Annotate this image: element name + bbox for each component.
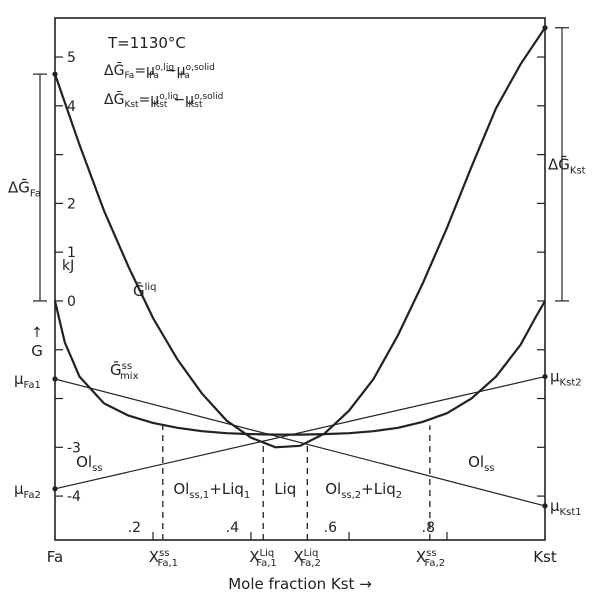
axis-ticks [55, 56, 545, 540]
plot-frame [54, 17, 546, 541]
bottom-tick-label: .2 [128, 520, 141, 536]
end-point-dot [542, 25, 548, 31]
delta-g-fa-bracket-label: ΔḠFa [8, 179, 41, 200]
x-end-label-fa: Fa [47, 548, 63, 566]
end-point-dot [542, 373, 548, 380]
composition-label: Xss Fa,1 [149, 548, 178, 569]
delta-g-kst-bracket-label: ΔḠKst [548, 155, 586, 176]
end-point-dot [52, 376, 58, 382]
bottom-tick-label: .4 [226, 520, 239, 536]
bottom-tick-label: .8 [422, 520, 435, 536]
region-label: Olss [468, 453, 494, 474]
bottom-tick-label: .6 [324, 520, 337, 536]
region-label: Olss,1+Liq1 [173, 480, 250, 501]
mu-kst2-label: μKst2 [550, 368, 582, 389]
left-tick-label: 5 [67, 50, 76, 66]
left-tick-label: -4 [67, 489, 81, 505]
y-axis-arrow: ↑ [31, 325, 43, 341]
label-g-ss-mix: Ḡss mix [110, 361, 139, 382]
region-label: Liq [274, 480, 296, 498]
equation-delta-g-fa: ΔḠFa=μo,liq Fa −μo,solid Fa [104, 62, 215, 81]
end-point-dot [542, 503, 548, 509]
end-point-dot [52, 71, 58, 77]
left-tick-label: 2 [67, 196, 76, 212]
end-point-dot [52, 486, 58, 492]
left-tick-label: 4 [67, 99, 76, 115]
y-unit-label: kJ [62, 258, 74, 274]
mu-kst1-label: μKst1 [550, 497, 582, 518]
left-tick-label: 1 [67, 245, 76, 261]
x-end-label-kst: Kst [533, 548, 557, 566]
equation-delta-g-kst: ΔḠKst=μo,liq Kst −μo,solid Kst [104, 91, 223, 110]
mu-fa2-label: μFa2 [14, 480, 41, 501]
plot-border [54, 17, 546, 541]
label-g-liq: Ḡliq [133, 282, 157, 300]
x-axis-title: Mole fraction Kst → [228, 575, 372, 593]
temperature-label: T=1130°C [107, 34, 186, 52]
labels: 5 4 2 1 0 -3 -4 .2 .4 .6 .8 ΔḠFa ΔḠKst T=1130°C ΔḠFa=μ… [8, 34, 586, 593]
left-tick-label: -3 [67, 440, 81, 456]
mu-fa1-label: μFa1 [14, 370, 41, 391]
composition-label: XLiq Fa,2 [293, 548, 321, 569]
composition-label: Xss Fa,2 [416, 548, 445, 569]
composition-label: XLiq Fa,1 [249, 548, 277, 569]
curves [33, 25, 569, 540]
region-label: Olss,2+Liq2 [325, 480, 402, 501]
left-tick-label: 0 [67, 294, 76, 310]
series-line-tangent-1 [54, 378, 546, 507]
series-line-tangent-2 [54, 376, 546, 490]
region-label: Olss [76, 453, 102, 474]
series-line-g-liq [53, 27, 546, 449]
y-axis-symbol: G [31, 342, 43, 360]
